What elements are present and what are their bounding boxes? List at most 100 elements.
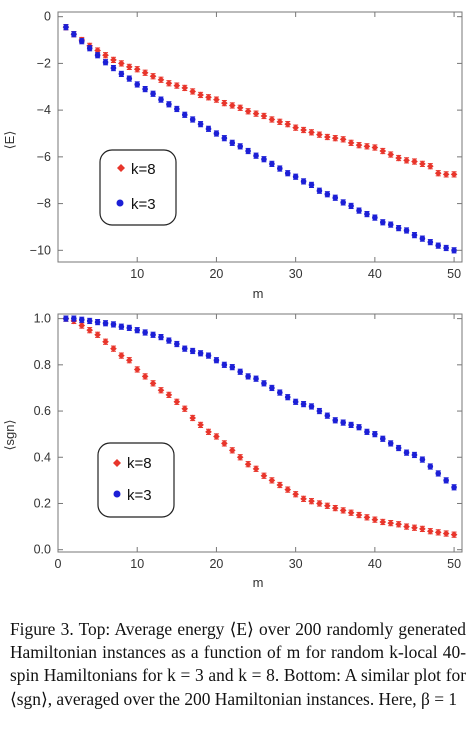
top-k8-point (157, 76, 165, 84)
top-k3-point (261, 156, 267, 162)
bottom-k8-point (157, 386, 165, 394)
top-k3-point (435, 242, 442, 249)
top-k3-point (150, 90, 156, 97)
bottom-k3-point (269, 385, 275, 391)
top-k3-point (86, 45, 93, 52)
top-k3-point (395, 225, 402, 231)
top-k3-point (411, 232, 418, 238)
bottom-k3-point (205, 352, 212, 359)
bottom-x-tick-label: 0 (55, 557, 62, 571)
bottom-k3-point (277, 389, 283, 396)
top-k8-point (189, 88, 196, 95)
bottom-x-tick-label: 40 (368, 557, 382, 571)
bottom-k8-point (379, 518, 387, 526)
bottom-k3-point (356, 424, 362, 431)
bottom-k3-point (364, 429, 370, 435)
top-y-tick-label: −10 (30, 243, 51, 257)
top-k3-point (427, 239, 434, 245)
bottom-k8-point (244, 460, 252, 468)
top-k3-point (134, 81, 141, 88)
top-k8-point (434, 169, 442, 177)
bottom-k8-point (221, 440, 228, 447)
top-k3-point (110, 65, 117, 71)
top-k8-point (284, 120, 292, 128)
top-k8-point (102, 51, 109, 59)
bottom-k8-point (324, 502, 331, 510)
top-x-tick-label: 40 (368, 267, 382, 281)
bottom-x-tick-label: 10 (130, 557, 144, 571)
bottom-y-tick-label: 0.6 (34, 404, 51, 418)
bottom-k3-point (102, 320, 109, 327)
bottom-k8-point (102, 338, 109, 346)
top-k8-point (403, 157, 410, 164)
top-k3-point (158, 96, 164, 103)
bottom-y-tick-label: 0.4 (34, 450, 51, 464)
top-y-tick-label: −6 (37, 150, 51, 164)
top-x-tick-label: 10 (130, 267, 144, 281)
top-k8-point (387, 151, 395, 158)
bottom-k8-point (371, 516, 379, 523)
bottom-k8-point (236, 453, 244, 461)
bottom-y-tick-label: 0.0 (34, 543, 51, 557)
bottom-k3-point (427, 463, 434, 470)
top-k3-point (277, 165, 283, 172)
top-k8-point (300, 126, 307, 134)
bottom-k3-point (150, 331, 156, 338)
top-k8-point (110, 56, 117, 64)
bottom-k8-point (434, 529, 442, 536)
top-y-tick-label: 0 (44, 10, 51, 24)
top-k3-point (387, 221, 394, 228)
bottom-k3-point (435, 470, 442, 477)
bottom-k3-point (245, 373, 251, 380)
bottom-k8-point (292, 490, 299, 498)
bottom-y-axis-label: ⟨sgn⟩ (2, 419, 17, 450)
bottom-k3-point (86, 318, 93, 324)
bottom-y-tick-label: 0.8 (34, 358, 51, 372)
bottom-k3-point (411, 452, 418, 458)
top-k8-point (355, 141, 363, 149)
bottom-k3-point (237, 368, 243, 375)
bottom-k8-point (141, 373, 149, 380)
top-y-tick-label: −4 (37, 103, 51, 117)
bottom-k3-point (340, 419, 346, 426)
top-k8-point (427, 162, 434, 170)
sign-plot: 0 10 20 30 40 50 0.0 0.2 0.4 0.6 0.8 1.0 m ⟨sgn⟩ k=… (2, 312, 463, 590)
bottom-k8-point (149, 380, 157, 387)
bottom-x-axis-label: m (253, 575, 264, 590)
bottom-k3-point (118, 323, 125, 330)
bottom-k3-point (142, 329, 148, 336)
top-x-tick-label: 30 (289, 267, 303, 281)
bottom-k3-point (443, 477, 449, 484)
bottom-k8-point (411, 524, 418, 532)
top-k3-point (364, 211, 370, 217)
bottom-k3-point (292, 399, 299, 405)
top-k3-point (403, 227, 410, 234)
top-k3-point (229, 140, 236, 146)
top-k3-point (78, 38, 85, 45)
top-k3-point (197, 121, 204, 127)
top-k3-point (348, 203, 354, 209)
top-k8-point (149, 72, 157, 80)
top-k3-point (269, 161, 275, 167)
bottom-k3-point (221, 362, 228, 368)
top-k3-point (451, 247, 457, 254)
top-k3-point (126, 75, 133, 82)
top-x-tick-label: 20 (209, 267, 223, 281)
top-k3-point (284, 170, 291, 177)
bottom-k3-point (395, 445, 402, 451)
bottom-k8-point (125, 356, 133, 364)
top-k3-point (142, 86, 148, 92)
top-plot-frame (57, 11, 463, 263)
bottom-k3-point (174, 341, 180, 347)
top-k3-point (71, 31, 77, 37)
top-k8-point (347, 139, 355, 147)
top-legend-k3-marker (116, 199, 124, 207)
bottom-k3-point (181, 345, 188, 352)
bottom-k8-point (316, 500, 323, 507)
bottom-k3-point (158, 334, 164, 340)
top-x-axis-label: m (253, 286, 264, 301)
bottom-k8-point (387, 519, 395, 527)
bottom-legend: k=8 k=3 (97, 442, 175, 518)
top-k8-point (252, 110, 260, 117)
top-legend-k3-label: k=3 (131, 196, 156, 213)
